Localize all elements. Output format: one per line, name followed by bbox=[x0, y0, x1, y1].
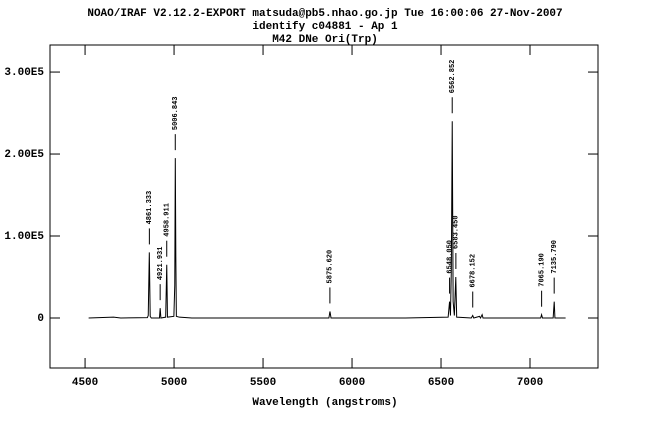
line-id-label: 7135.790 bbox=[551, 240, 559, 274]
x-tick-label: 4500 bbox=[72, 377, 98, 389]
line-id-label: 6548.050 bbox=[446, 240, 454, 274]
x-axis-label: Wavelength (angstroms) bbox=[252, 397, 397, 409]
line-id-label: 6562.852 bbox=[449, 60, 457, 94]
line-id-label: 7065.190 bbox=[538, 253, 546, 287]
line-id-label: 6583.450 bbox=[453, 215, 461, 249]
chart-title: NOAO/IRAF V2.12.2-EXPORT matsuda@pb5.nha… bbox=[87, 8, 562, 20]
x-tick-label: 5000 bbox=[161, 377, 187, 389]
y-tick-label: 0 bbox=[37, 313, 44, 325]
plot-frame bbox=[49, 44, 599, 369]
line-id-label: 4921.931 bbox=[157, 247, 165, 281]
chart-subtitle: identify c04881 - Ap 1 bbox=[252, 21, 398, 33]
line-id-label: 4958.911 bbox=[164, 203, 172, 237]
line-id-label: 5875.620 bbox=[327, 250, 335, 284]
y-tick-label: 1.00E5 bbox=[4, 231, 44, 243]
spectrum-line bbox=[88, 121, 566, 320]
x-tick-label: 5500 bbox=[250, 377, 276, 389]
object-name: M42 DNe Ori(Trp) bbox=[272, 34, 378, 46]
line-id-label: 6678.152 bbox=[470, 254, 478, 288]
x-tick-label: 6500 bbox=[428, 377, 454, 389]
y-tick-label: 2.00E5 bbox=[4, 149, 44, 161]
line-id-label: 4861.333 bbox=[146, 191, 154, 225]
x-tick-label: 6000 bbox=[339, 377, 365, 389]
y-tick-label: 3.00E5 bbox=[4, 67, 44, 79]
x-tick-label: 7000 bbox=[517, 377, 543, 389]
line-id-label: 5006.843 bbox=[172, 97, 180, 131]
